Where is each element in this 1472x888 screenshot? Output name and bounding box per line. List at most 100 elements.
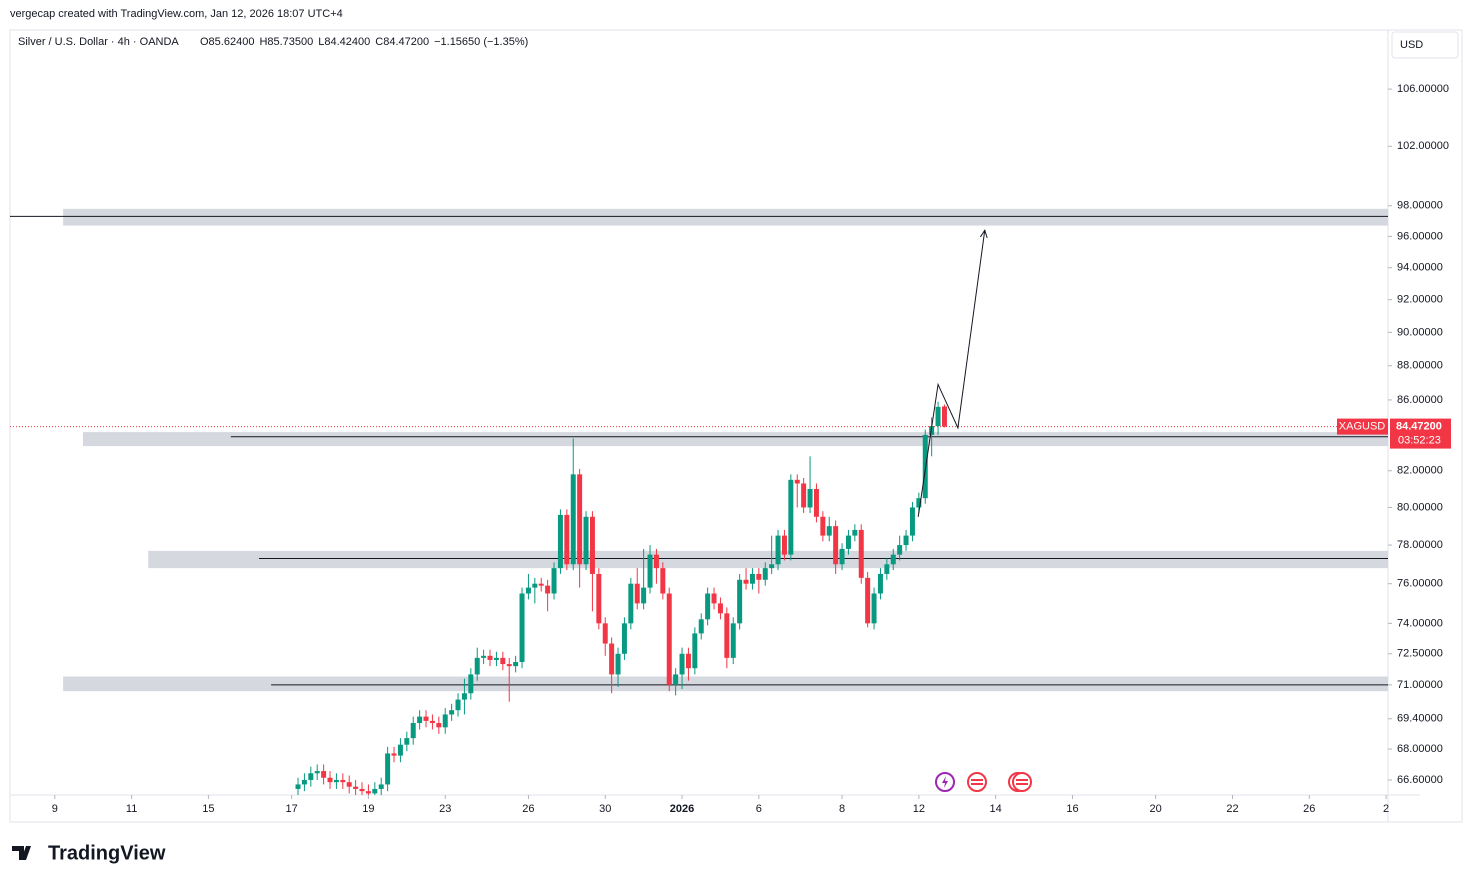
y-tick-label: 71.00000	[1397, 679, 1443, 691]
credit: vergecap created with TradingView.com, J…	[10, 8, 343, 20]
candle-body	[301, 779, 307, 785]
symbol-tag	[1337, 418, 1388, 435]
candle-body	[813, 488, 819, 517]
y-tick-label: 82.00000	[1397, 465, 1443, 477]
candle-body	[660, 568, 666, 594]
candle-body	[903, 535, 909, 546]
x-tick-label: 2	[1383, 803, 1389, 815]
candle-body	[756, 573, 762, 580]
y-tick-label: 86.00000	[1397, 394, 1443, 406]
currency-box[interactable]	[1391, 31, 1459, 59]
candle-body	[314, 771, 320, 774]
candle-body	[577, 474, 583, 565]
candle-body	[839, 548, 845, 565]
candle-body	[653, 554, 659, 569]
x-tick-label: 8	[839, 803, 845, 815]
x-tick-label: 6	[756, 803, 762, 815]
zone	[63, 208, 1388, 226]
candle-body	[397, 744, 403, 756]
price-tag	[1390, 418, 1451, 449]
y-tick-label: 68.00000	[1397, 743, 1443, 755]
event-icons[interactable]	[935, 772, 1032, 792]
y-tick-label: 90.00000	[1397, 326, 1443, 338]
candle-body	[570, 474, 576, 565]
candle-body	[717, 603, 723, 614]
candle-body	[916, 498, 922, 508]
zone	[63, 676, 1388, 692]
candle-body	[359, 788, 365, 792]
y-tick-label: 94.00000	[1397, 262, 1443, 274]
candle-body	[865, 577, 871, 624]
zone	[148, 550, 1388, 569]
countdown: 03:52:23	[1398, 434, 1441, 446]
candle-body	[820, 516, 826, 536]
candle-body	[455, 699, 461, 711]
candle-body	[487, 655, 493, 660]
candle-body	[673, 674, 679, 685]
x-tick-label: 19	[362, 803, 374, 815]
candle-body	[769, 564, 775, 569]
candle-body	[749, 573, 755, 584]
candle-body	[698, 619, 704, 634]
candle-body	[404, 738, 410, 745]
y-tick-label: 66.60000	[1397, 774, 1443, 786]
candle-body	[436, 723, 442, 728]
candle-body	[493, 657, 499, 660]
candle-body	[461, 693, 467, 700]
candle-body	[609, 643, 615, 675]
candle-body	[449, 710, 455, 715]
candle-body	[596, 573, 602, 624]
candle-body	[468, 674, 474, 694]
y-tick-label: 102.00000	[1397, 140, 1449, 152]
arrow-head	[979, 229, 988, 239]
candle-body	[602, 623, 608, 644]
plot	[10, 208, 1388, 795]
candle-body	[628, 583, 634, 624]
y-tick-label: 98.00000	[1397, 200, 1443, 212]
candle-body	[775, 535, 781, 565]
x-tick-label: 12	[913, 803, 925, 815]
candle-body	[506, 664, 512, 667]
candle-body	[909, 507, 915, 536]
x-tick-label: 2026	[670, 803, 694, 815]
zone	[82, 432, 1388, 447]
candle-body	[295, 784, 301, 789]
candle-body	[826, 526, 832, 536]
candle-body	[941, 406, 947, 427]
candle-body	[666, 593, 672, 685]
candle-body	[711, 593, 717, 604]
candle-body	[762, 568, 768, 580]
candle-body	[423, 716, 429, 721]
candle-body	[429, 720, 435, 724]
candle-body	[545, 585, 551, 594]
candle-body	[737, 579, 743, 624]
candle-body	[679, 653, 685, 675]
candle-body	[474, 657, 480, 675]
y-tick-label: 69.40000	[1397, 713, 1443, 725]
candle-body	[583, 516, 589, 565]
x-tick-label: 11	[126, 803, 137, 815]
candle-body	[781, 535, 787, 555]
candle-body	[340, 779, 346, 783]
candle-body	[641, 587, 647, 604]
candle-body	[346, 782, 352, 787]
ohlc-value: C84.47200	[375, 36, 429, 48]
ohlc-value: L84.42400	[318, 36, 370, 48]
x-tick-label: 16	[1066, 803, 1078, 815]
currency: USD	[1400, 39, 1423, 51]
x-tick-label: 22	[1226, 803, 1238, 815]
candle-body	[378, 784, 384, 789]
projection	[917, 230, 986, 517]
y-tick-label: 106.00000	[1397, 83, 1449, 95]
candle-body	[743, 579, 749, 584]
candle-body	[481, 655, 487, 658]
candle-body	[685, 653, 691, 669]
candle-body	[877, 573, 883, 594]
candle-body	[621, 623, 627, 654]
candle-body	[845, 535, 851, 549]
candle-body	[417, 716, 423, 724]
candle-body	[327, 777, 333, 783]
candle-body	[410, 723, 416, 739]
candle-body	[308, 773, 314, 780]
candle-body	[852, 529, 858, 536]
